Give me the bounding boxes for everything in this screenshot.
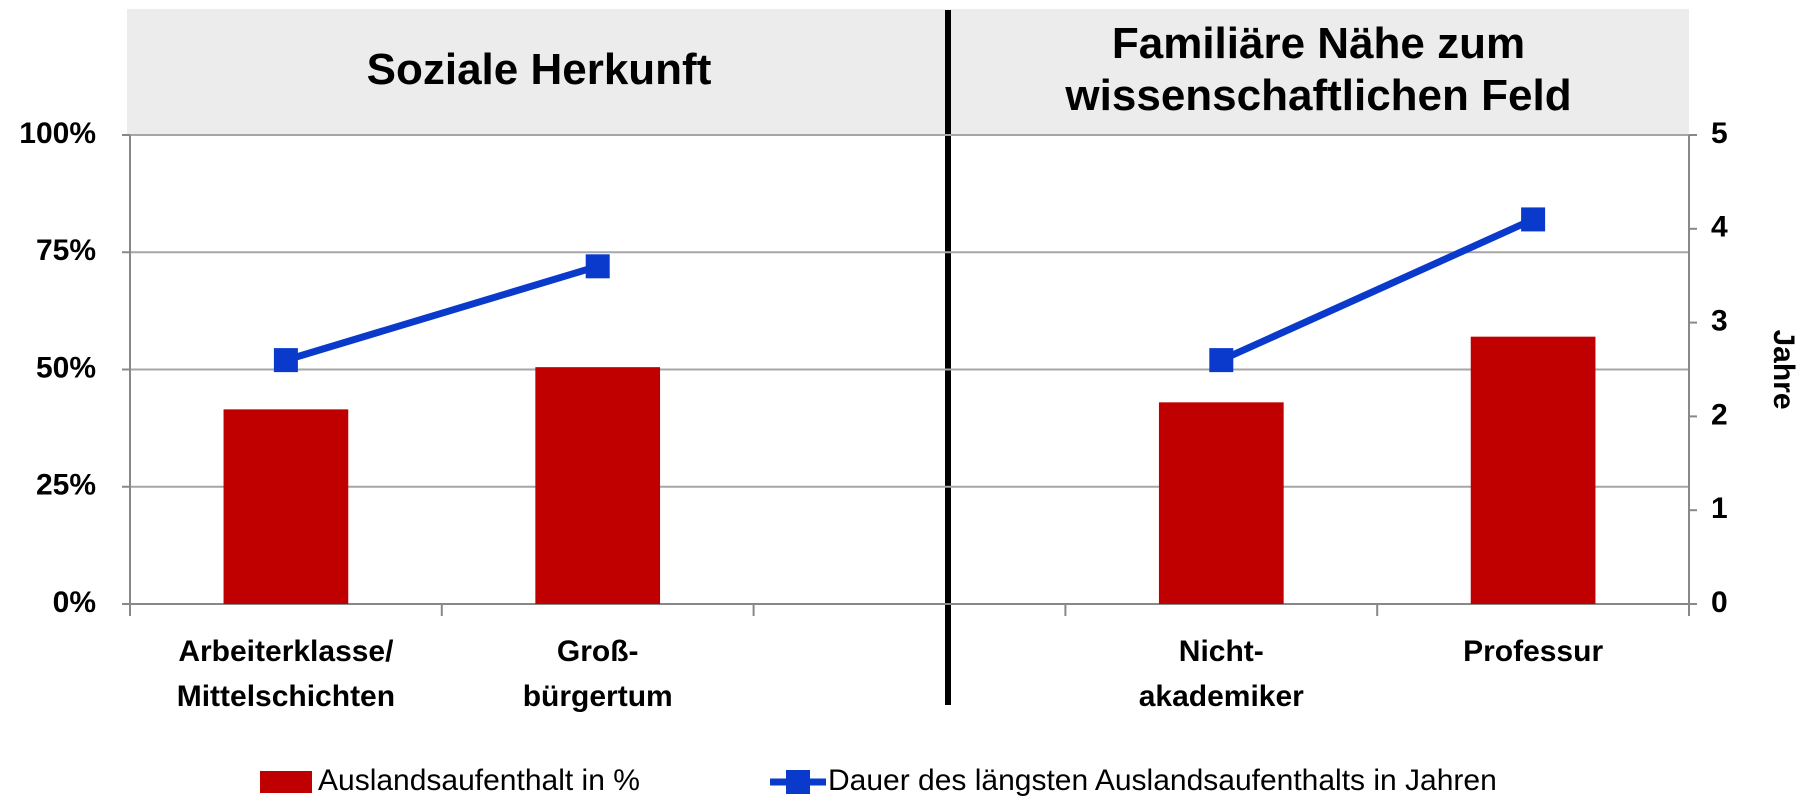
y-tick-label: 100% [19, 117, 96, 150]
y-tick-label: 50% [36, 351, 96, 384]
bar [223, 409, 349, 604]
line [1219, 216, 1535, 364]
y-tick-label: 25% [36, 469, 96, 502]
y2-tick-label: 4 [1711, 211, 1728, 244]
y2-tick-label: 0 [1711, 586, 1728, 619]
y-tick-label: 75% [36, 234, 96, 267]
x-tick-label-line: bürgertum [523, 680, 673, 713]
x-tick-label-line: Arbeiterklasse/ [178, 635, 394, 668]
bar [1158, 402, 1284, 604]
y2-tick-label: 5 [1711, 117, 1728, 150]
x-tick-label-line: Mittelschichten [177, 680, 395, 713]
legend-label: Auslandsaufenthalt in % [318, 764, 640, 797]
header-band [127, 9, 1689, 135]
group-label: Familiäre Nähe zum wissenschaftlichen Fel… [1064, 19, 1571, 120]
line [284, 262, 599, 364]
y-tick-label: 0% [53, 586, 96, 619]
marker [1521, 207, 1546, 232]
group-label: Soziale Herkunft [367, 45, 712, 94]
x-tick-label-line: Groß- [557, 635, 639, 668]
x-tick-label: Arbeiterklasse/Mittelschichten [177, 635, 395, 713]
marker [273, 348, 298, 373]
group-label-line: Familiäre Nähe zum [1112, 19, 1525, 68]
bar [1470, 336, 1596, 604]
legend-label: Dauer des längsten Auslandsaufenthalts i… [828, 764, 1497, 797]
y2-axis-title: Jahre [1767, 329, 1800, 409]
marker [1209, 348, 1234, 373]
marker [585, 254, 610, 279]
group-label-line: Soziale Herkunft [367, 45, 712, 94]
y2-tick-label: 1 [1711, 492, 1728, 525]
bar [535, 367, 661, 604]
legend-swatch [260, 771, 312, 793]
y2-tick-label: 2 [1711, 398, 1728, 431]
x-tick-label: Groß-bürgertum [523, 635, 673, 713]
y2-tick-label: 3 [1711, 305, 1728, 338]
x-tick-label-line: Nicht- [1179, 635, 1264, 668]
x-tick-label: Professur [1463, 635, 1603, 668]
x-tick-label-line: Professur [1463, 635, 1603, 668]
legend-swatch-marker [786, 770, 810, 794]
x-tick-label: Nicht-akademiker [1139, 635, 1304, 713]
x-tick-label-line: akademiker [1139, 680, 1304, 713]
group-label-line: wissenschaftlichen Feld [1064, 71, 1571, 120]
